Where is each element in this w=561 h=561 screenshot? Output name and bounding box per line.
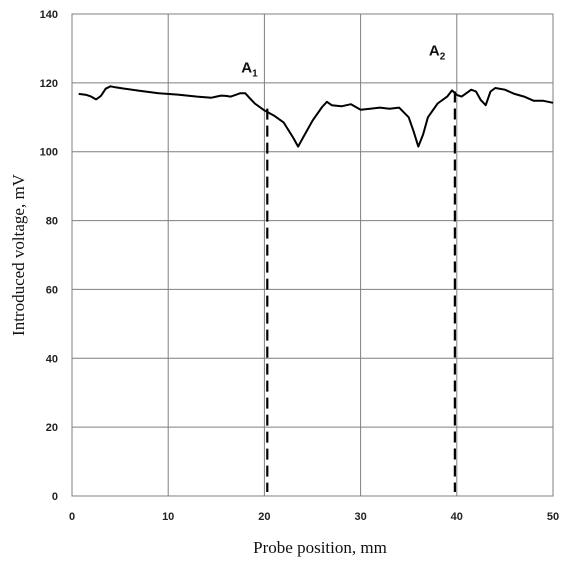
- y-axis-title: Introduced voltage, mV: [9, 173, 28, 336]
- x-axis-title: Probe position, mm: [253, 538, 387, 557]
- marker-label: A1: [241, 60, 258, 80]
- series-line: [78, 85, 554, 148]
- x-tick-label: 0: [69, 511, 75, 523]
- x-tick-label: 20: [258, 511, 270, 523]
- y-tick-label: 20: [46, 422, 58, 434]
- markers: A1 A2: [241, 42, 445, 79]
- x-tick-label: 30: [354, 511, 366, 523]
- y-tick-label: 120: [40, 78, 58, 90]
- x-tick-label: 50: [547, 511, 559, 523]
- y-tick-label: 60: [46, 284, 58, 296]
- x-tick-label: 10: [162, 511, 174, 523]
- y-tick-label: 100: [40, 147, 58, 159]
- reference-lines: [266, 91, 456, 492]
- x-tick-label: 40: [451, 511, 463, 523]
- plot-frame: [71, 13, 554, 497]
- y-tick-label: 0: [52, 491, 58, 503]
- tick-labels: 0 10 20 30 40 50 0 20 40 60 80 100 120 140: [40, 9, 559, 523]
- y-tick-label: 40: [46, 353, 58, 365]
- y-tick-label: 140: [40, 9, 58, 21]
- grid: [71, 13, 554, 497]
- series: [78, 85, 554, 148]
- marker-label: A2: [429, 42, 446, 62]
- y-tick-label: 80: [46, 216, 58, 228]
